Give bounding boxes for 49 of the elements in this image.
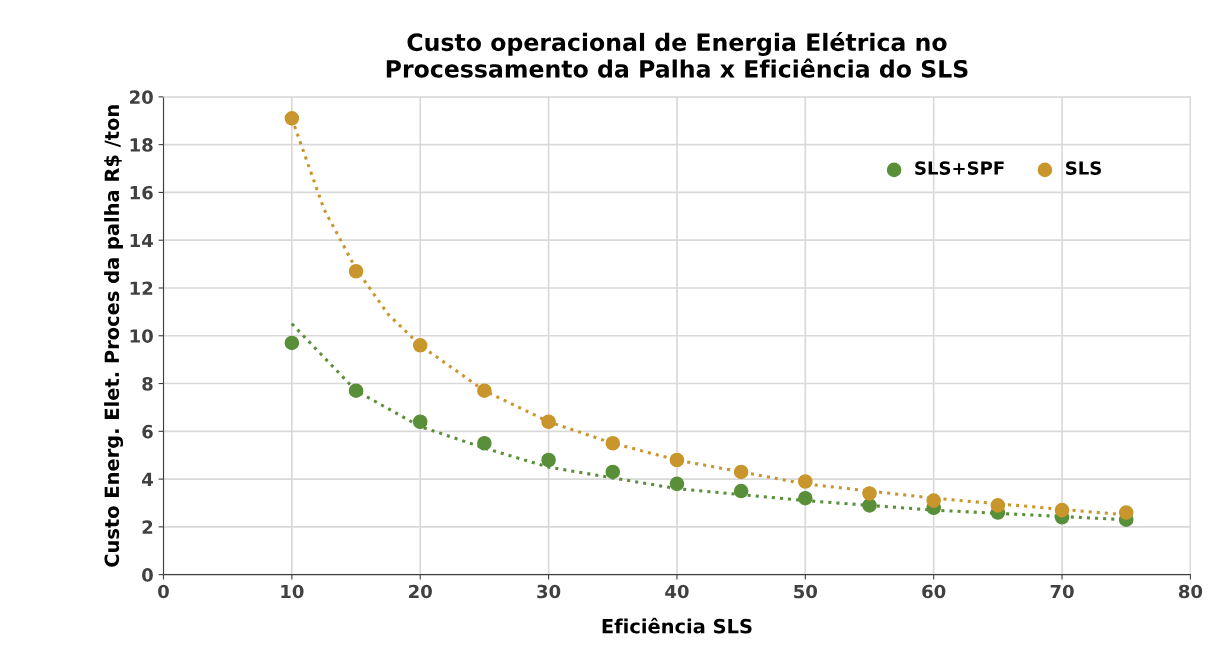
y-tick-label: 18 (130, 138, 153, 152)
point (477, 383, 492, 398)
point (284, 335, 300, 351)
point (541, 452, 556, 468)
legend-label: SLS+SPF (915, 161, 1004, 175)
x-tick-label: 40 (665, 584, 689, 599)
x-tick-label: 50 (794, 584, 818, 599)
point (798, 474, 813, 489)
point (348, 263, 364, 279)
point (669, 452, 685, 468)
y-tick-label: 2 (142, 520, 153, 534)
point (862, 498, 877, 513)
point (669, 476, 685, 492)
y-tick-label: 8 (142, 377, 153, 391)
chart-title: Custo operacional de Energia Elétrica no Processamento da Palha x Eficiência do SLS (386, 31, 968, 78)
point (284, 111, 300, 126)
point (926, 493, 941, 508)
y-tick-label: 0 (142, 568, 153, 582)
point (541, 414, 556, 430)
legend-label: SLS (1066, 161, 1101, 175)
x-axis-title: Eficiência SLS (602, 617, 752, 634)
y-tick-label: 12 (130, 281, 153, 295)
x-tick-label: 70 (1050, 584, 1074, 599)
point (605, 435, 621, 451)
y-axis-title: Custo Energ. Elet. Proces da palha R$ /ton (104, 105, 124, 567)
point (477, 435, 492, 451)
point (733, 464, 749, 480)
x-tick-label: 30 (537, 584, 561, 599)
y-tick-label: 4 (142, 472, 153, 486)
y-tick-label: 10 (130, 329, 153, 343)
x-tick-label: 60 (922, 584, 946, 599)
point (412, 338, 428, 353)
point (605, 464, 621, 480)
point (1118, 505, 1134, 520)
y-tick-label: 16 (130, 185, 153, 200)
point (348, 383, 364, 398)
x-tick-label: 80 (1178, 584, 1203, 599)
point (733, 483, 749, 499)
point (798, 490, 813, 506)
point (990, 498, 1006, 513)
point (862, 486, 877, 501)
point (1054, 502, 1070, 518)
x-tick-label: 10 (281, 584, 304, 599)
point (412, 414, 428, 430)
y-tick-label: 14 (130, 233, 153, 248)
x-tick-label: 0 (158, 584, 169, 599)
x-tick-label: 20 (409, 584, 432, 599)
y-tick-label: 6 (142, 424, 153, 439)
y-tick-label: 20 (130, 90, 153, 104)
